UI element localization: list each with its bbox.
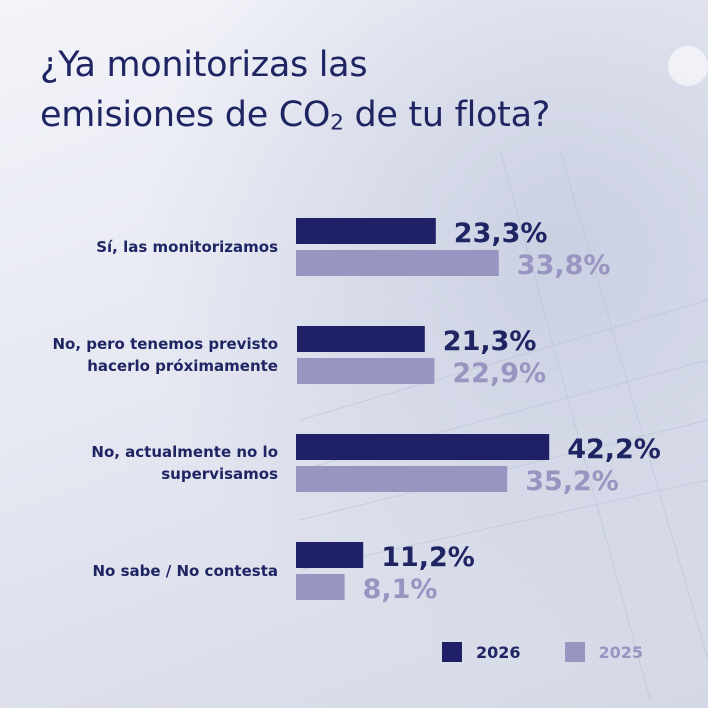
bar-2025 — [296, 574, 345, 600]
value-label-2026: 23,3% — [454, 218, 548, 249]
legend-label-2025: 2025 — [598, 642, 644, 662]
bar-2026 — [296, 542, 364, 568]
category-label: Sí, las monitorizamos — [96, 238, 278, 256]
category-label: No, pero tenemos previsto hacerlo próxima… — [52, 335, 278, 375]
bar-2025 — [296, 466, 508, 492]
value-label-2026: 42,2% — [567, 434, 661, 465]
category-label: No sabe / No contesta — [93, 562, 279, 580]
bar-2025 — [297, 358, 435, 384]
value-label-2026: 11,2% — [381, 542, 475, 573]
title-line-2: emisiones de CO2 de tu flota? — [40, 95, 551, 136]
bar-2026 — [296, 218, 436, 244]
value-label-2025: 8,1% — [363, 574, 438, 605]
value-label-2025: 33,8% — [517, 250, 611, 281]
value-label-2026: 21,3% — [443, 326, 537, 357]
legend-swatch-2026 — [442, 642, 462, 662]
legend-swatch-2025 — [564, 642, 585, 662]
bar-2026 — [297, 326, 425, 352]
value-label-2025: 22,9% — [452, 358, 546, 389]
title-line-1: ¿Ya monitorizas las — [40, 45, 368, 85]
bar-chart: Sí, las monitorizamos 23,3%33,8% No, pero … — [52, 218, 661, 605]
legend-label-2026: 2026 — [476, 642, 521, 662]
bar-2026 — [296, 434, 550, 460]
legend-item-2026: 2026 — [442, 642, 521, 662]
chart-title: ¿Ya monitorizas las emisiones de CO2 de … — [40, 40, 550, 148]
legend-item-2025: 2025 — [564, 642, 644, 662]
category-label: No, actualmente no lo supervisamos — [91, 443, 278, 483]
value-label-2025: 35,2% — [525, 466, 619, 497]
chart-legend: 2026 2025 — [442, 642, 687, 662]
bar-2025 — [296, 250, 499, 276]
